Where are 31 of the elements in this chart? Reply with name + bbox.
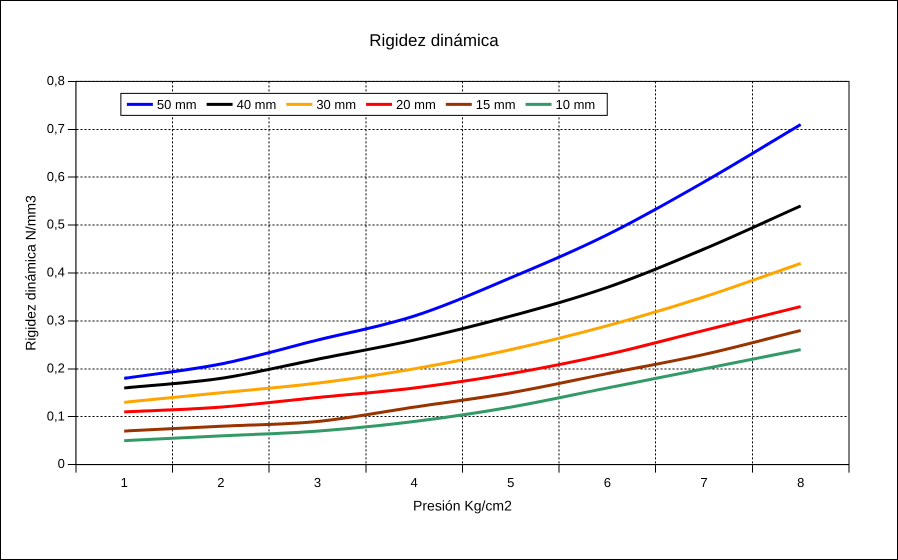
y-tick-label: 0,6	[46, 168, 65, 184]
y-tick-label: 0,2	[46, 360, 65, 376]
x-tick-label: 1	[120, 474, 128, 490]
line-series	[122, 123, 802, 380]
x-tick-label: 2	[217, 474, 224, 490]
chart-title: Rigidez dinámica	[369, 30, 500, 50]
y-tick-label: 0,3	[46, 312, 65, 328]
x-tick-label: 4	[410, 474, 418, 490]
line-series	[122, 305, 802, 414]
line-series	[122, 328, 802, 433]
legend-label: 15 mm	[476, 96, 516, 112]
x-tick-label: 6	[604, 474, 612, 490]
line-series	[122, 348, 802, 442]
y-axis-title: Rigidez dinámica N/mm3	[22, 194, 38, 351]
legend-label: 40 mm	[236, 96, 276, 112]
x-axis-title: Presión Kg/cm2	[413, 497, 512, 514]
x-tick-label: 3	[314, 474, 322, 490]
y-tick-label: 0,4	[46, 264, 65, 280]
y-tick-label: 0,5	[46, 216, 65, 232]
x-tick-label: 8	[797, 474, 804, 490]
legend-label: 10 mm	[556, 96, 596, 112]
x-tick-label: 7	[700, 474, 708, 490]
y-tick-label: 0,1	[46, 408, 65, 424]
y-tick-label: 0,7	[46, 120, 65, 136]
line-series	[122, 262, 802, 404]
y-tick-label: 0	[58, 456, 65, 472]
legend-label: 20 mm	[396, 96, 436, 112]
legend-label: 50 mm	[156, 96, 197, 112]
y-tick-label: 0,8	[46, 72, 65, 88]
x-tick-label: 5	[507, 474, 514, 490]
legend-label: 30 mm	[316, 96, 356, 112]
